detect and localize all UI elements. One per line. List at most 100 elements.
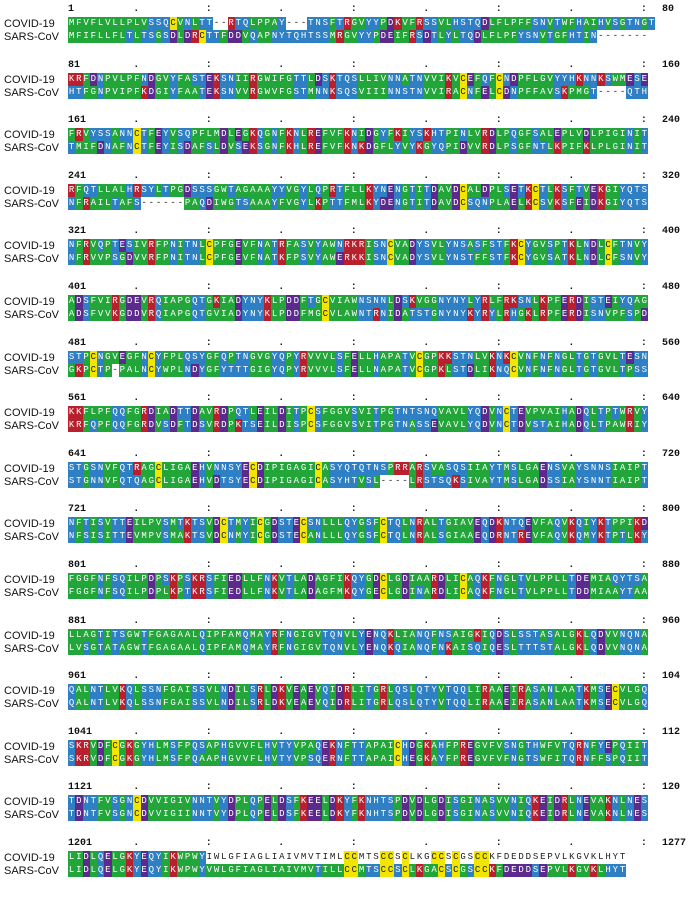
residue: D [75, 808, 83, 822]
residue: L [430, 517, 438, 531]
residue: S [401, 85, 409, 99]
residue: Q [474, 641, 482, 655]
residue: Q [97, 851, 105, 864]
residue: I [611, 295, 619, 308]
residue: S [452, 363, 460, 377]
residue: Y [619, 573, 627, 586]
residue: S [633, 72, 641, 86]
residue: L [532, 586, 540, 599]
residue: I [387, 739, 395, 753]
residue: A [633, 586, 641, 599]
residue: N [140, 72, 148, 86]
residue: A [256, 641, 264, 655]
residue: V [314, 641, 322, 655]
residue: F [553, 308, 561, 321]
residue: E [242, 141, 250, 155]
residue: T [619, 363, 627, 377]
residue: N [227, 85, 235, 99]
residue: P [372, 752, 380, 766]
residue: G [263, 141, 271, 155]
residue: E [242, 474, 250, 488]
residue: E [517, 406, 525, 420]
residue: Q [568, 739, 576, 753]
residue: L [242, 573, 250, 586]
residue: Q [474, 419, 482, 433]
residue: A [401, 252, 409, 266]
residue: G [307, 628, 315, 642]
residue: A [111, 128, 119, 142]
residue: T [242, 406, 250, 420]
residue: S [503, 183, 511, 197]
residue: Y [488, 308, 496, 321]
residue: I [118, 85, 126, 99]
residue: P [227, 419, 235, 433]
residue: S [372, 239, 380, 253]
residue: I [321, 851, 329, 864]
residue: L [387, 295, 395, 308]
residue: T [300, 85, 308, 99]
residue: A [481, 808, 489, 822]
residue: I [626, 739, 634, 753]
block-start-position: 721 [68, 504, 87, 516]
residue: G [133, 752, 141, 766]
residue: N [437, 641, 445, 655]
residue: N [416, 628, 424, 642]
residue: T [575, 350, 583, 364]
residue: N [503, 530, 511, 544]
sequence-label-covid-19: COVID-19 [4, 629, 55, 642]
residue: R [133, 461, 141, 475]
residue: - [169, 196, 177, 210]
residue: L [568, 808, 576, 822]
residue: Q [147, 851, 155, 864]
residue: A [140, 474, 148, 488]
residue: T [336, 17, 344, 30]
residue: P [271, 461, 279, 475]
residue: G [126, 641, 134, 655]
residue: - [140, 196, 148, 210]
residue: A [343, 308, 351, 321]
residue: F [155, 239, 163, 253]
residue: S [89, 461, 97, 475]
residue: L [271, 419, 279, 433]
residue: L [575, 239, 583, 253]
residue: D [452, 196, 460, 210]
residue: I [459, 628, 467, 642]
residue: C [387, 239, 395, 253]
sequence-label-sars-cov: SARS-CoV [4, 31, 60, 43]
residue: C [379, 517, 387, 531]
residue: T [111, 530, 119, 544]
alignment-block: 1201 . : . : . : . :1277 COVID-19 L I D L Q E L G… [0, 838, 700, 894]
residue: D [292, 295, 300, 308]
residue: F [89, 295, 97, 308]
residue: S [82, 308, 90, 321]
sequence-label-covid-19: COVID-19 [4, 462, 55, 475]
residue: K [118, 684, 126, 698]
residue: M [300, 864, 308, 877]
residue: C [532, 183, 540, 197]
residue: F [198, 128, 206, 142]
residue: N [474, 808, 482, 822]
residue: F [524, 128, 532, 142]
residue: P [104, 85, 112, 99]
residue: R [198, 573, 206, 586]
residue: T [198, 308, 206, 321]
residue: V [474, 474, 482, 488]
residue: F [445, 752, 453, 766]
residue: N [582, 752, 590, 766]
residue: K [597, 517, 605, 531]
residue: H [430, 128, 438, 142]
residue: D [590, 239, 598, 253]
block-end-position: 80 [662, 4, 675, 15]
residue: Q [118, 406, 126, 420]
residue: D [184, 183, 192, 197]
residue: Q [524, 808, 532, 822]
residue: H [263, 739, 271, 753]
residue: A [466, 183, 474, 197]
residue: K [191, 573, 199, 586]
residue: Y [292, 363, 300, 377]
residue: R [561, 808, 569, 822]
residue: I [474, 697, 482, 711]
residue: S [256, 141, 264, 155]
residue: S [459, 252, 467, 266]
residue: S [633, 350, 641, 364]
